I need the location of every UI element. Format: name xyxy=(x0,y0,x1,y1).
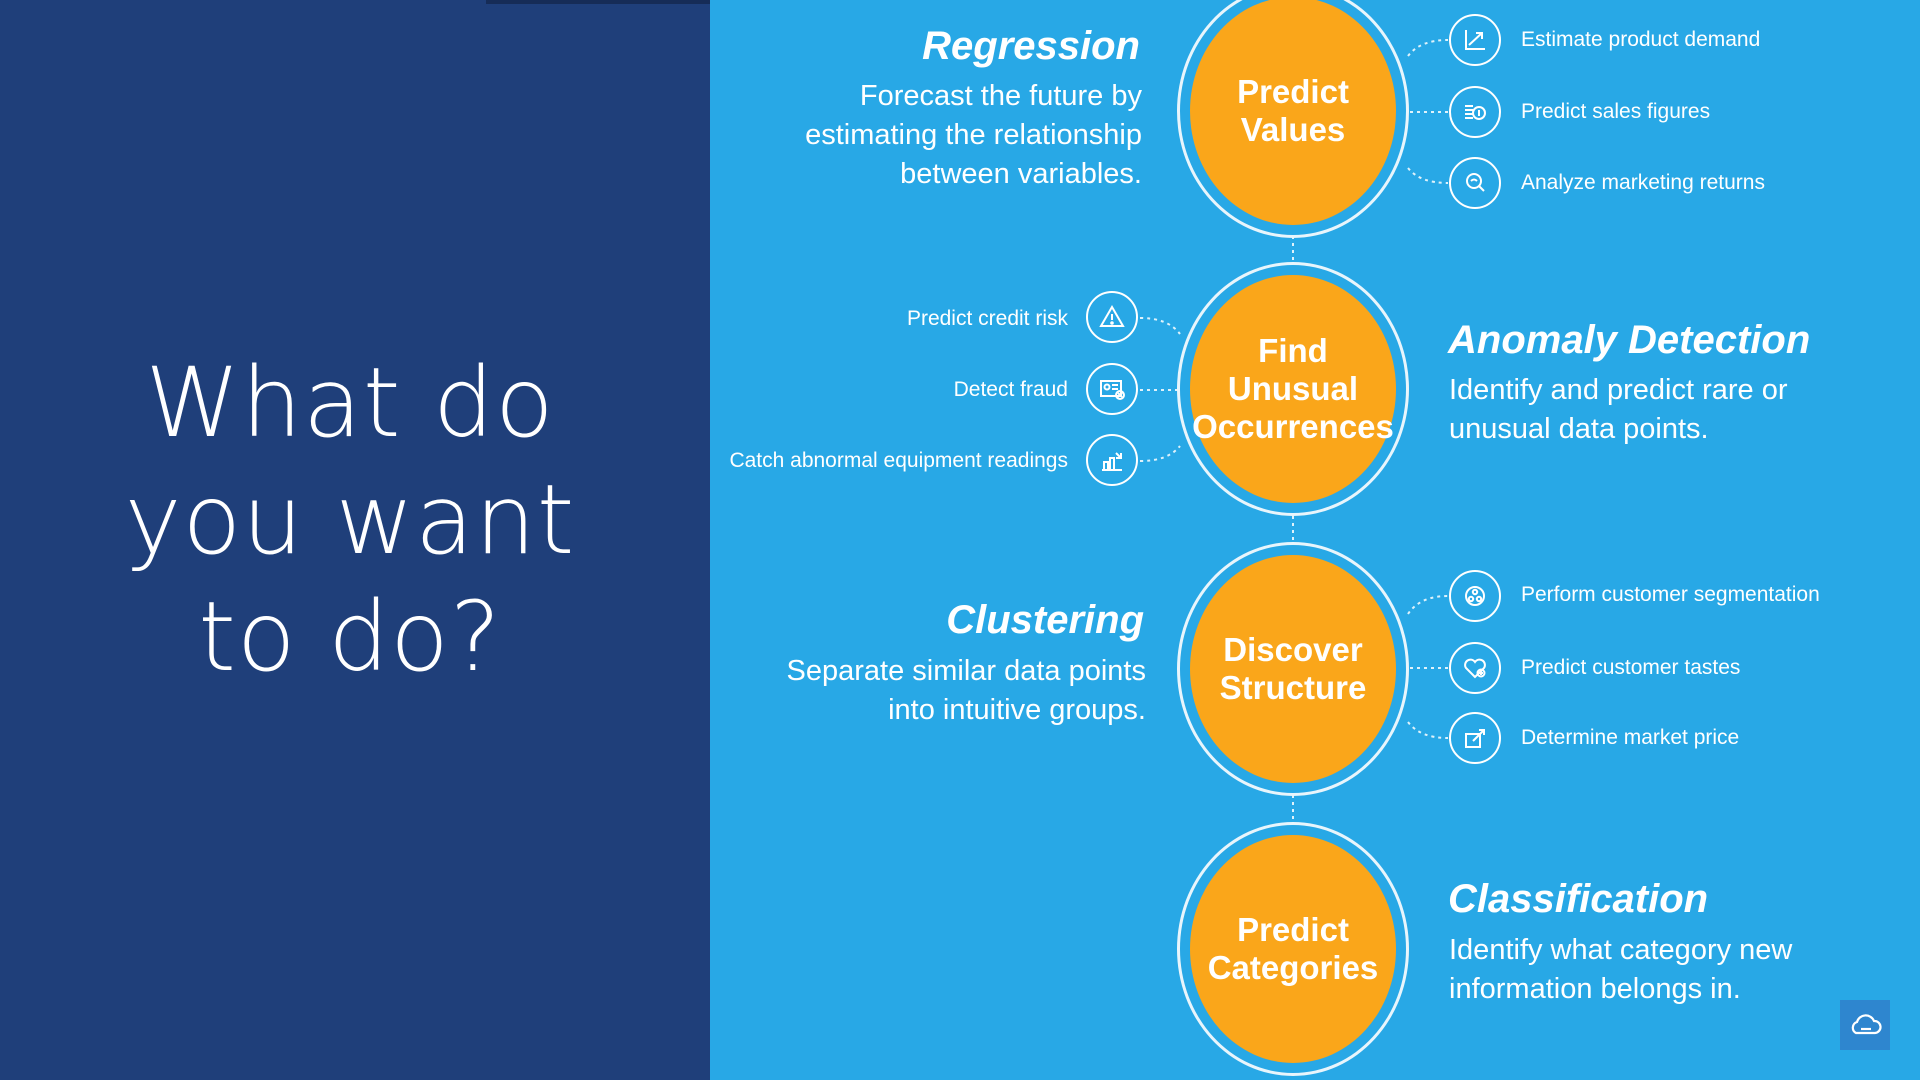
circle-label-line: Predict xyxy=(1237,911,1349,948)
anomaly-detection-description: Identify and predict rare or unusual dat… xyxy=(1449,371,1788,449)
predict-categories-circle: Predict Categories xyxy=(1177,822,1409,1076)
headline-line: What do xyxy=(145,347,555,459)
clustering-description: Separate similar data points into intuit… xyxy=(787,652,1146,730)
circle-label-line: Predict xyxy=(1237,73,1349,110)
find-unusual-occurrences-circle: Find Unusual Occurrences xyxy=(1177,262,1409,516)
circle-label: Predict Categories xyxy=(1208,911,1379,987)
item-predict-customer-tastes: Predict customer tastes xyxy=(1521,656,1741,679)
item-catch-abnormal-equipment-readings: Catch abnormal equipment readings xyxy=(729,449,1068,472)
description-line: information belongs in. xyxy=(1449,973,1741,1005)
anomaly-detection-title: Anomaly Detection xyxy=(1448,318,1811,362)
headline-line: you want xyxy=(124,464,576,576)
headline-line: to do? xyxy=(198,581,502,693)
circle-label-line: Find xyxy=(1258,332,1328,369)
coins-icon xyxy=(1449,86,1501,138)
item-detect-fraud: Detect fraud xyxy=(953,378,1068,401)
circle-label-line: Unusual xyxy=(1227,370,1359,407)
item-estimate-product-demand: Estimate product demand xyxy=(1521,28,1761,51)
classification-description: Identify what category new information b… xyxy=(1449,931,1792,1009)
predict-values-circle: Predict Values xyxy=(1177,0,1409,238)
circle-label-line: Structure xyxy=(1219,669,1367,706)
circle-label-line: Discover xyxy=(1223,631,1363,668)
regression-title: Regression xyxy=(922,24,1140,68)
trend-chart-icon xyxy=(1449,14,1501,66)
clustering-title: Clustering xyxy=(946,598,1144,642)
discover-structure-circle: Discover Structure xyxy=(1177,542,1409,796)
top-edge-bar xyxy=(486,0,710,4)
description-line: Separate similar data points xyxy=(786,655,1146,687)
price-tag-icon xyxy=(1449,712,1501,764)
description-line: Forecast the future by xyxy=(859,80,1142,112)
cloud-icon xyxy=(1851,1014,1882,1035)
left-panel xyxy=(0,0,710,1080)
predict-categories-fill: Predict Categories xyxy=(1190,835,1396,1063)
circle-label: Discover Structure xyxy=(1220,631,1367,707)
people-group-icon xyxy=(1449,570,1501,622)
classification-title: Classification xyxy=(1448,877,1709,921)
find-unusual-occurrences-fill: Find Unusual Occurrences xyxy=(1190,275,1396,503)
warning-icon xyxy=(1086,291,1138,343)
headline: What do you want to do? xyxy=(0,345,700,696)
description-line: Identify what category new xyxy=(1449,934,1793,966)
predict-values-fill: Predict Values xyxy=(1190,0,1396,225)
description-line: estimating the relationship xyxy=(805,119,1142,151)
magnifier-icon xyxy=(1449,157,1501,209)
circle-label-line: Values xyxy=(1240,111,1346,148)
circle-label: Find Unusual Occurrences xyxy=(1192,332,1394,446)
circle-label-line: Occurrences xyxy=(1192,408,1394,445)
cloud-button[interactable] xyxy=(1840,1000,1890,1050)
id-card-icon xyxy=(1086,363,1138,415)
item-analyze-marketing-returns: Analyze marketing returns xyxy=(1521,171,1765,194)
item-determine-market-price: Determine market price xyxy=(1521,726,1740,749)
description-line: Identify and predict rare or xyxy=(1449,374,1788,406)
circle-label: Predict Values xyxy=(1237,73,1349,149)
regression-description: Forecast the future by estimating the re… xyxy=(805,77,1142,194)
discover-structure-fill: Discover Structure xyxy=(1190,555,1396,783)
heart-icon xyxy=(1449,642,1501,694)
item-predict-credit-risk: Predict credit risk xyxy=(906,307,1068,330)
item-perform-customer-segmentation: Perform customer segmentation xyxy=(1521,583,1820,606)
item-predict-sales-figures: Predict sales figures xyxy=(1521,100,1711,123)
description-line: unusual data points. xyxy=(1449,413,1709,445)
description-line: into intuitive groups. xyxy=(888,694,1146,726)
bar-chart-icon xyxy=(1086,434,1138,486)
description-line: between variables. xyxy=(900,158,1142,190)
circle-label-line: Categories xyxy=(1207,949,1379,986)
